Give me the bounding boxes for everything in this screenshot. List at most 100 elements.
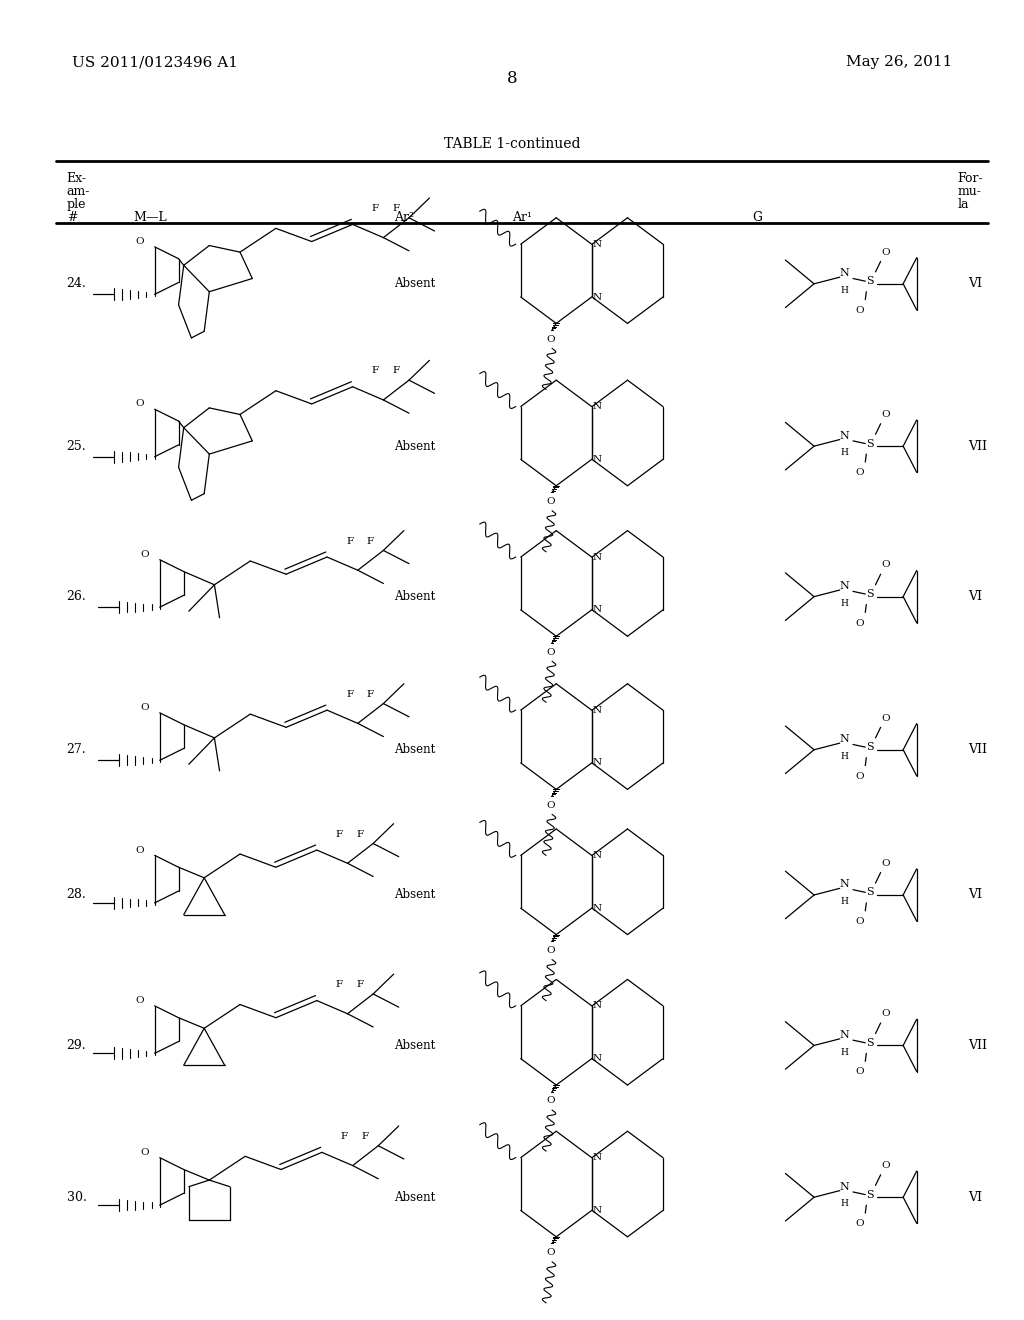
Text: N: N (840, 1030, 850, 1040)
Text: O: O (135, 846, 143, 854)
Text: N: N (592, 759, 601, 767)
Text: F: F (367, 537, 374, 545)
Text: Absent: Absent (394, 1191, 435, 1204)
Text: O: O (882, 714, 890, 722)
Text: VII: VII (968, 1039, 987, 1052)
Text: 26.: 26. (67, 590, 86, 603)
Text: O: O (856, 619, 864, 627)
Text: VI: VI (968, 590, 982, 603)
Text: O: O (547, 1097, 555, 1105)
Text: O: O (882, 411, 890, 418)
Text: O: O (135, 238, 143, 246)
Text: H: H (841, 1048, 849, 1056)
Text: F: F (346, 537, 353, 545)
Text: O: O (135, 400, 143, 408)
Text: N: N (592, 455, 601, 463)
Text: F: F (336, 830, 343, 838)
Text: N: N (840, 581, 850, 591)
Text: 25.: 25. (67, 440, 86, 453)
Text: 8: 8 (507, 70, 517, 87)
Text: Absent: Absent (394, 1039, 435, 1052)
Text: 30.: 30. (67, 1191, 86, 1204)
Text: H: H (841, 449, 849, 457)
Text: H: H (841, 752, 849, 760)
Text: For-: For- (957, 172, 983, 185)
Text: N: N (592, 1002, 601, 1010)
Text: O: O (856, 772, 864, 780)
Text: O: O (882, 1010, 890, 1018)
Text: #: # (67, 211, 77, 224)
Text: VII: VII (968, 743, 987, 756)
Text: N: N (592, 403, 601, 411)
Text: Ex-: Ex- (67, 172, 87, 185)
Text: May 26, 2011: May 26, 2011 (846, 55, 952, 70)
Text: Absent: Absent (394, 743, 435, 756)
Text: H: H (841, 898, 849, 906)
Text: F: F (392, 205, 399, 213)
Text: O: O (547, 801, 555, 809)
Text: N: N (840, 1181, 850, 1192)
Text: N: N (840, 430, 850, 441)
Text: N: N (592, 553, 601, 561)
Text: F: F (372, 205, 379, 213)
Text: la: la (957, 198, 969, 211)
Text: S: S (866, 887, 874, 898)
Text: G: G (753, 211, 763, 224)
Text: VI: VI (968, 277, 982, 290)
Text: O: O (140, 550, 148, 558)
Text: H: H (841, 599, 849, 607)
Text: O: O (856, 469, 864, 477)
Text: S: S (866, 1189, 874, 1200)
Text: N: N (592, 1154, 601, 1162)
Text: F: F (392, 367, 399, 375)
Text: Ar¹: Ar¹ (512, 211, 532, 224)
Text: O: O (547, 1249, 555, 1257)
Text: am-: am- (67, 185, 90, 198)
Text: F: F (372, 367, 379, 375)
Text: N: N (592, 904, 601, 912)
Text: 28.: 28. (67, 888, 86, 902)
Text: O: O (882, 561, 890, 569)
Text: VII: VII (968, 440, 987, 453)
Text: F: F (336, 981, 343, 989)
Text: N: N (840, 734, 850, 744)
Text: S: S (866, 438, 874, 449)
Text: ple: ple (67, 198, 86, 211)
Text: Absent: Absent (394, 590, 435, 603)
Text: H: H (841, 286, 849, 294)
Text: N: N (592, 1206, 601, 1214)
Text: Absent: Absent (394, 888, 435, 902)
Text: N: N (592, 851, 601, 859)
Text: Ar²: Ar² (394, 211, 415, 224)
Text: VI: VI (968, 888, 982, 902)
Text: S: S (866, 1038, 874, 1048)
Text: O: O (882, 1162, 890, 1170)
Text: N: N (840, 268, 850, 279)
Text: O: O (856, 306, 864, 314)
Text: O: O (882, 248, 890, 256)
Text: O: O (140, 704, 148, 711)
Text: S: S (866, 589, 874, 599)
Text: TABLE 1-continued: TABLE 1-continued (443, 137, 581, 152)
Text: F: F (346, 690, 353, 698)
Text: 29.: 29. (67, 1039, 86, 1052)
Text: Absent: Absent (394, 277, 435, 290)
Text: mu-: mu- (957, 185, 981, 198)
Text: F: F (341, 1133, 348, 1140)
Text: F: F (361, 1133, 369, 1140)
Text: Absent: Absent (394, 440, 435, 453)
Text: O: O (856, 1220, 864, 1228)
Text: O: O (547, 946, 555, 954)
Text: 24.: 24. (67, 277, 86, 290)
Text: N: N (592, 240, 601, 248)
Text: N: N (592, 706, 601, 714)
Text: S: S (866, 742, 874, 752)
Text: VI: VI (968, 1191, 982, 1204)
Text: O: O (140, 1148, 148, 1156)
Text: US 2011/0123496 A1: US 2011/0123496 A1 (72, 55, 238, 70)
Text: 27.: 27. (67, 743, 86, 756)
Text: N: N (840, 879, 850, 890)
Text: F: F (356, 981, 364, 989)
Text: O: O (547, 335, 555, 343)
Text: O: O (882, 859, 890, 867)
